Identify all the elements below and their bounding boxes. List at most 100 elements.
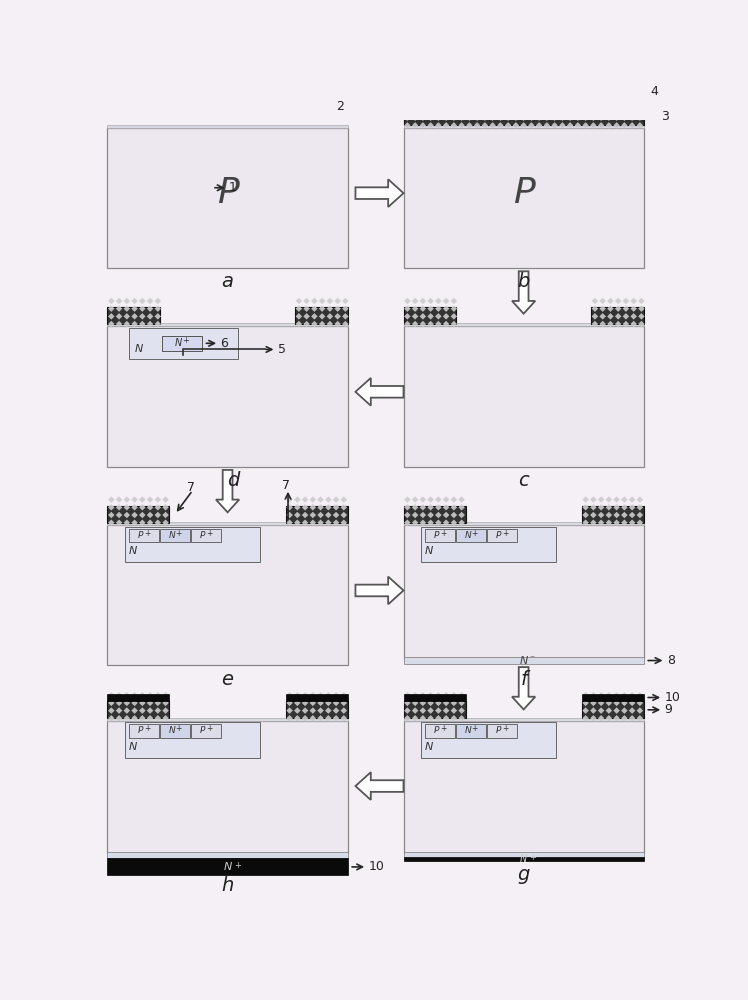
Polygon shape bbox=[310, 496, 316, 503]
Polygon shape bbox=[108, 298, 114, 304]
Polygon shape bbox=[412, 313, 418, 320]
Bar bbox=[403, 522, 644, 525]
Polygon shape bbox=[427, 496, 434, 503]
Polygon shape bbox=[123, 519, 130, 526]
Polygon shape bbox=[404, 313, 411, 320]
Polygon shape bbox=[325, 715, 331, 722]
Polygon shape bbox=[404, 512, 411, 518]
Bar bbox=[403, 128, 644, 268]
Polygon shape bbox=[435, 519, 441, 526]
Polygon shape bbox=[420, 107, 426, 113]
Polygon shape bbox=[443, 715, 450, 722]
Text: c: c bbox=[518, 471, 529, 490]
Polygon shape bbox=[574, 107, 581, 113]
Polygon shape bbox=[132, 496, 138, 503]
Polygon shape bbox=[497, 99, 503, 106]
Bar bbox=[295, 307, 348, 324]
Polygon shape bbox=[607, 313, 613, 320]
Polygon shape bbox=[132, 321, 138, 327]
Polygon shape bbox=[132, 692, 138, 698]
Polygon shape bbox=[622, 298, 629, 304]
Polygon shape bbox=[450, 700, 457, 706]
Polygon shape bbox=[450, 305, 457, 312]
Polygon shape bbox=[139, 321, 146, 327]
Polygon shape bbox=[631, 313, 637, 320]
Polygon shape bbox=[355, 577, 403, 604]
Polygon shape bbox=[606, 700, 612, 706]
Polygon shape bbox=[443, 305, 450, 312]
Bar bbox=[108, 718, 348, 721]
Polygon shape bbox=[590, 122, 597, 129]
Bar bbox=[108, 326, 348, 466]
Polygon shape bbox=[599, 321, 606, 327]
Polygon shape bbox=[613, 504, 620, 511]
Polygon shape bbox=[466, 99, 473, 106]
Polygon shape bbox=[459, 519, 465, 526]
Bar bbox=[129, 328, 238, 359]
Polygon shape bbox=[497, 114, 503, 121]
Polygon shape bbox=[615, 305, 622, 312]
Polygon shape bbox=[123, 692, 130, 698]
Polygon shape bbox=[147, 512, 153, 518]
Text: +: + bbox=[183, 336, 189, 345]
Polygon shape bbox=[116, 715, 123, 722]
Polygon shape bbox=[489, 114, 496, 121]
Polygon shape bbox=[435, 700, 441, 706]
Text: +: + bbox=[206, 724, 212, 733]
Polygon shape bbox=[592, 305, 598, 312]
Bar bbox=[591, 307, 644, 324]
Polygon shape bbox=[443, 99, 450, 106]
Polygon shape bbox=[147, 700, 153, 706]
Polygon shape bbox=[295, 305, 302, 312]
Polygon shape bbox=[147, 313, 153, 320]
Polygon shape bbox=[559, 122, 565, 129]
Bar bbox=[420, 527, 557, 562]
Text: N: N bbox=[465, 531, 471, 540]
Polygon shape bbox=[443, 504, 450, 511]
Polygon shape bbox=[621, 707, 628, 714]
Polygon shape bbox=[528, 122, 535, 129]
Polygon shape bbox=[559, 107, 565, 113]
Polygon shape bbox=[310, 512, 316, 518]
Polygon shape bbox=[590, 114, 597, 121]
Polygon shape bbox=[583, 512, 589, 518]
Polygon shape bbox=[427, 512, 434, 518]
Polygon shape bbox=[459, 504, 465, 511]
Polygon shape bbox=[116, 707, 123, 714]
Polygon shape bbox=[325, 512, 331, 518]
Bar bbox=[456, 724, 485, 738]
Polygon shape bbox=[443, 321, 450, 327]
Polygon shape bbox=[443, 700, 450, 706]
Polygon shape bbox=[505, 107, 512, 113]
Polygon shape bbox=[342, 321, 349, 327]
Text: P: P bbox=[200, 531, 206, 540]
Polygon shape bbox=[147, 504, 153, 511]
Bar bbox=[108, 128, 348, 268]
Polygon shape bbox=[147, 321, 153, 327]
Polygon shape bbox=[489, 122, 496, 129]
Polygon shape bbox=[613, 99, 620, 106]
Polygon shape bbox=[302, 519, 308, 526]
Polygon shape bbox=[286, 519, 292, 526]
Polygon shape bbox=[622, 321, 629, 327]
Polygon shape bbox=[583, 519, 589, 526]
Polygon shape bbox=[317, 519, 324, 526]
Polygon shape bbox=[505, 114, 512, 121]
Polygon shape bbox=[116, 700, 123, 706]
Polygon shape bbox=[450, 114, 457, 121]
Polygon shape bbox=[536, 122, 542, 129]
Polygon shape bbox=[294, 715, 301, 722]
Polygon shape bbox=[621, 107, 628, 113]
Text: 3: 3 bbox=[660, 110, 669, 123]
Polygon shape bbox=[319, 321, 325, 327]
Polygon shape bbox=[427, 519, 434, 526]
Polygon shape bbox=[295, 321, 302, 327]
Bar bbox=[124, 527, 260, 562]
Polygon shape bbox=[606, 512, 612, 518]
Polygon shape bbox=[325, 504, 331, 511]
Polygon shape bbox=[629, 99, 635, 106]
Polygon shape bbox=[590, 519, 597, 526]
Polygon shape bbox=[412, 496, 418, 503]
Polygon shape bbox=[592, 298, 598, 304]
Polygon shape bbox=[132, 700, 138, 706]
